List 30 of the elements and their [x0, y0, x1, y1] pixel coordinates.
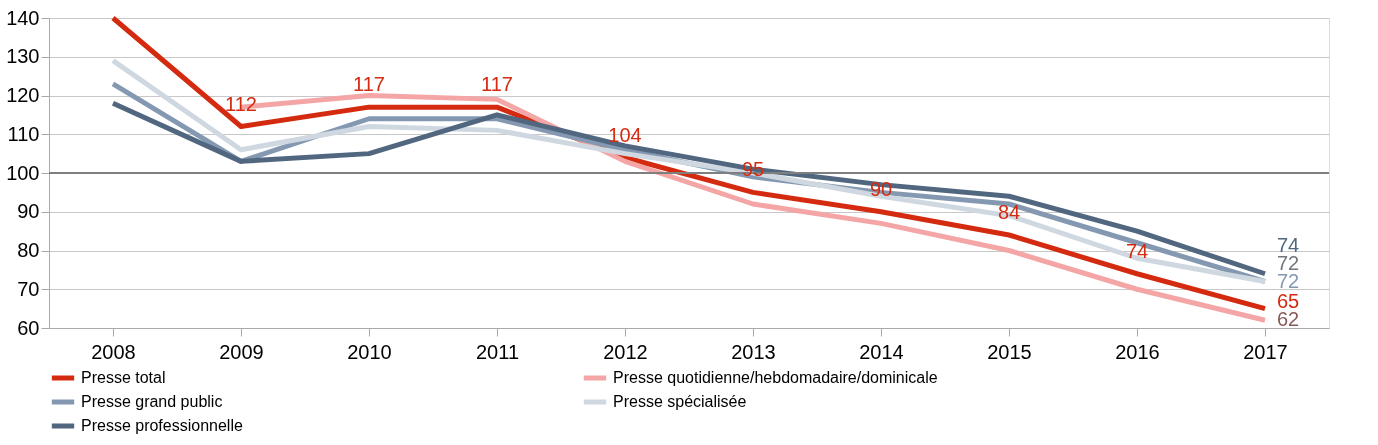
x-tick-label: 2012 [603, 340, 648, 363]
y-tick-label: 120 [6, 84, 40, 106]
x-tick-label: 2016 [1115, 340, 1160, 363]
data-label: 104 [608, 123, 642, 146]
data-label: 84 [997, 201, 1021, 223]
legend-label: Presse grand public [81, 393, 223, 410]
x-tick-label: 2013 [731, 340, 776, 363]
legend-label: Presse quotidienne/hebdomadaire/dominicale [613, 369, 938, 386]
y-tick-label: 80 [17, 239, 40, 261]
y-tick-label: 130 [6, 45, 40, 68]
legend-label: Presse total [81, 369, 166, 386]
data-label: 117 [353, 73, 385, 96]
x-tick-label: 2017 [1243, 340, 1288, 363]
y-tick-label: 70 [17, 277, 40, 300]
data-label: 74 [1125, 239, 1149, 262]
x-tick-label: 2014 [859, 340, 904, 363]
data-label: 117 [481, 73, 513, 96]
y-tick-label: 140 [6, 6, 40, 29]
x-tick-label: 2009 [219, 340, 264, 363]
y-tick-label: 90 [17, 200, 40, 223]
x-tick-label: 2011 [475, 340, 520, 363]
legend-label: Presse professionnelle [81, 417, 243, 434]
y-tick-label: 110 [7, 122, 40, 145]
x-tick-label: 2008 [91, 340, 136, 363]
y-tick-label: 100 [6, 161, 40, 184]
y-tick-label: 60 [17, 316, 40, 339]
legend-label: Presse spécialisée [613, 393, 747, 410]
x-tick-label: 2015 [987, 340, 1032, 363]
data-label: 112 [225, 92, 257, 115]
x-tick-label: 2010 [347, 340, 392, 363]
